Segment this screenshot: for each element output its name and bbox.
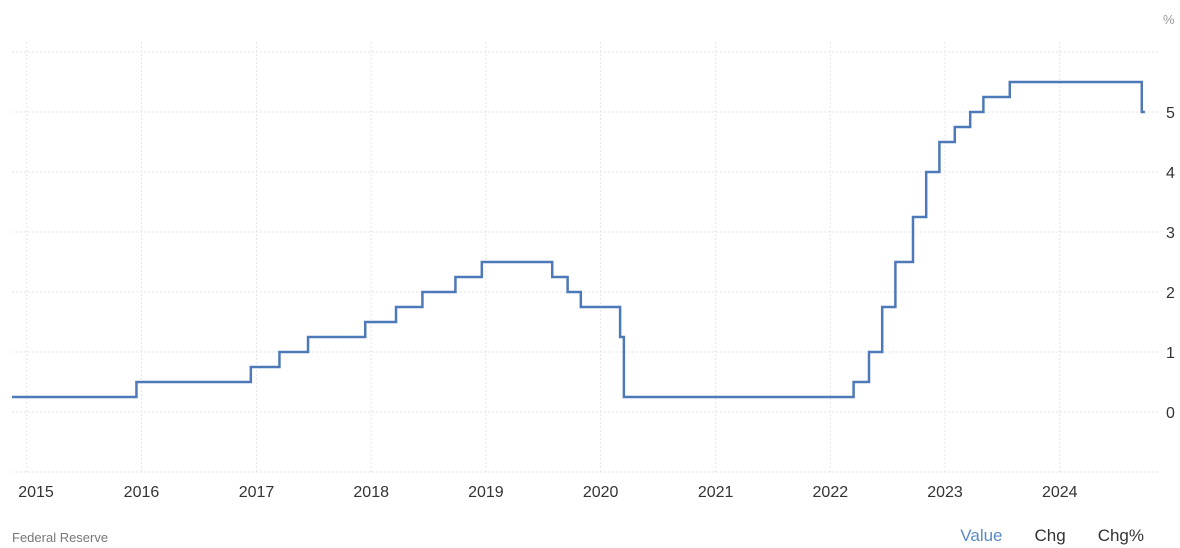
x-tick-label: 2018 <box>353 484 389 501</box>
footer-tabs: Value Chg Chg% <box>960 526 1144 546</box>
y-tick-label: 1 <box>1166 345 1175 362</box>
x-tick-label: 2021 <box>698 484 734 501</box>
y-tick-label: 0 <box>1166 405 1175 422</box>
x-tick-label: 2016 <box>124 484 160 501</box>
x-tick-label: 2022 <box>813 484 849 501</box>
tab-chg[interactable]: Chg <box>1034 526 1066 545</box>
source-label: Federal Reserve <box>12 530 109 545</box>
x-tick-label: 2024 <box>1042 484 1078 501</box>
series-line <box>12 80 1145 399</box>
tab-chg-pct[interactable]: Chg% <box>1097 526 1144 545</box>
y-tick-label: 2 <box>1166 285 1175 302</box>
grid <box>12 42 1160 473</box>
unit-label: % <box>1163 12 1175 27</box>
y-axis-ticks: 0 1 2 3 4 5 <box>1166 105 1175 422</box>
x-tick-label: 2023 <box>927 484 963 501</box>
x-tick-label: 2017 <box>239 484 275 501</box>
x-axis-ticks: 2015 2016 2017 2018 2019 2020 2021 2022 2023 2024 <box>18 484 1077 501</box>
tab-value[interactable]: Value <box>960 526 1003 545</box>
rate-chart: 2015 2016 2017 2018 2019 2020 2021 2022 2023 2024… <box>12 42 1175 501</box>
y-tick-label: 3 <box>1166 225 1175 242</box>
series-layer <box>12 80 1145 399</box>
y-tick-label: 4 <box>1166 165 1175 182</box>
x-tick-label: 2015 <box>18 484 54 501</box>
y-tick-label: 5 <box>1166 105 1175 122</box>
x-tick-label: 2020 <box>583 484 619 501</box>
x-tick-label: 2019 <box>468 484 504 501</box>
